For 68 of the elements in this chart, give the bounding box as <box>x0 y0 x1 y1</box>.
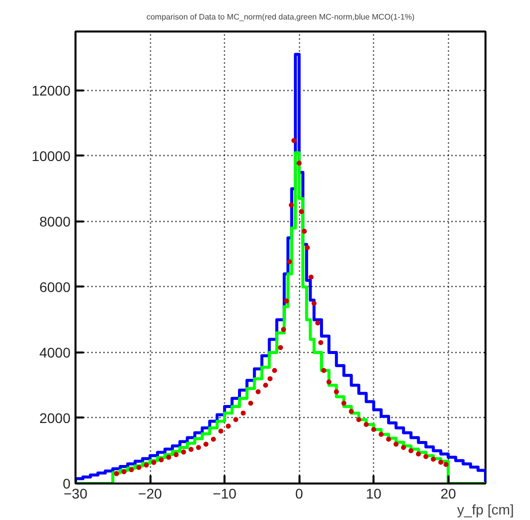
point <box>378 432 384 437</box>
point <box>334 389 339 394</box>
point <box>288 202 294 208</box>
point <box>128 467 134 472</box>
point <box>263 382 268 388</box>
point <box>318 340 324 346</box>
point <box>174 452 179 458</box>
y-tick-label: 12000 <box>32 82 71 98</box>
point <box>296 160 302 166</box>
point <box>341 400 346 406</box>
point <box>278 345 283 350</box>
y-tick-label: 6000 <box>39 278 71 295</box>
point <box>304 245 310 250</box>
point <box>321 368 326 373</box>
point <box>312 300 317 306</box>
point <box>416 452 421 457</box>
point <box>166 454 172 460</box>
point <box>233 417 238 422</box>
point <box>188 446 194 452</box>
point <box>248 400 254 406</box>
point <box>158 457 164 462</box>
chart-title: comparison of Data to MC_norm(red data,green MC-norm,blue MCO(1-1%) <box>146 12 415 22</box>
point <box>408 448 414 454</box>
point <box>308 274 314 280</box>
point <box>121 469 126 474</box>
point <box>280 327 286 332</box>
point <box>284 298 289 304</box>
point <box>210 436 216 442</box>
point <box>136 464 142 470</box>
point <box>114 471 119 476</box>
point <box>268 376 273 382</box>
point <box>371 426 376 432</box>
point <box>291 138 296 144</box>
x-tick-label: −10 <box>212 486 237 502</box>
point <box>256 389 261 394</box>
point <box>272 368 278 373</box>
y-tick-label: 8000 <box>39 213 71 230</box>
point <box>438 460 444 465</box>
point <box>240 410 246 416</box>
x-axis-title: y_fp [cm] <box>457 502 514 518</box>
point <box>298 209 304 214</box>
point <box>218 428 224 434</box>
y-tick-label: 4000 <box>39 344 71 360</box>
point <box>443 462 448 467</box>
point <box>326 379 332 384</box>
point <box>394 442 399 447</box>
point <box>203 442 208 447</box>
point <box>348 408 354 414</box>
x-tick-label: 10 <box>366 486 382 502</box>
x-tick-label: 20 <box>440 486 456 502</box>
point <box>401 444 406 450</box>
x-tick-label: 0 <box>295 486 304 502</box>
point <box>181 450 186 455</box>
point <box>286 259 292 264</box>
point <box>315 320 320 326</box>
y-tick-label: 2000 <box>39 410 71 426</box>
y-tick-label: 10000 <box>32 148 71 164</box>
point <box>423 454 428 460</box>
point <box>226 424 231 429</box>
point <box>302 228 307 234</box>
x-tick-label: −20 <box>138 486 162 502</box>
point <box>364 422 369 428</box>
point <box>196 444 201 450</box>
point <box>430 456 436 462</box>
point <box>386 436 392 442</box>
point <box>151 460 156 466</box>
point <box>356 417 362 422</box>
point <box>144 462 149 468</box>
